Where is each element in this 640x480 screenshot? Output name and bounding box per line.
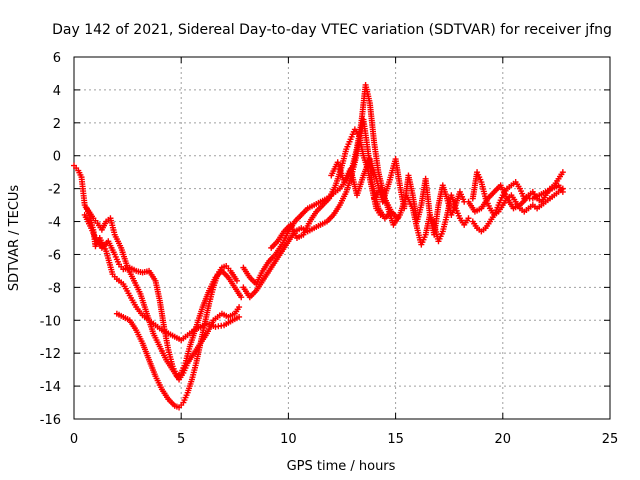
series-track-2 (83, 205, 243, 383)
series-track-3 (81, 211, 245, 380)
series-track-6 (240, 116, 395, 301)
plot-frame (73, 56, 611, 420)
series-track-5 (240, 81, 401, 288)
grid-lines (74, 57, 610, 419)
y-tick-label: 4 (53, 84, 61, 99)
x-tick-label: 20 (495, 432, 512, 447)
series-track-8 (328, 156, 468, 238)
y-tick-label: 6 (53, 51, 61, 66)
y-axis-label: SDTVAR / TECUs (7, 185, 22, 292)
x-axis-label: GPS time / hours (287, 459, 396, 474)
y-tick-label: -6 (48, 248, 61, 263)
data-point (233, 277, 240, 284)
x-tick-label: 0 (70, 432, 78, 447)
data-point (377, 211, 384, 218)
data-point (465, 215, 472, 222)
y-tick-label: -4 (48, 216, 61, 231)
series-track-4 (113, 262, 240, 411)
data-point (236, 313, 243, 320)
y-tick-label: 2 (53, 117, 61, 132)
series-track-12 (465, 182, 566, 215)
data-point (559, 169, 566, 176)
y-tick-label: -12 (40, 347, 61, 362)
series-track-9 (371, 185, 472, 248)
data-marks (71, 81, 566, 411)
y-tick-label: -10 (40, 314, 61, 329)
x-tick-label: 10 (280, 432, 297, 447)
data-point (238, 294, 245, 301)
series-track-7 (268, 126, 384, 251)
data-point (559, 188, 566, 195)
y-tick-label: -16 (40, 413, 61, 428)
chart-title: Day 142 of 2021, Sidereal Day-to-day VTE… (52, 22, 612, 38)
y-tick-label: 0 (53, 150, 61, 165)
x-tick-label: 25 (602, 432, 619, 447)
y-tick-label: -2 (48, 183, 61, 198)
series-track-10 (469, 169, 566, 218)
x-tick-label: 15 (387, 432, 404, 447)
series-track-1 (71, 162, 243, 344)
y-tick-label: -8 (48, 281, 61, 296)
y-tick-label: -14 (40, 380, 61, 395)
x-tick-label: 5 (177, 432, 185, 447)
data-point (236, 304, 243, 311)
